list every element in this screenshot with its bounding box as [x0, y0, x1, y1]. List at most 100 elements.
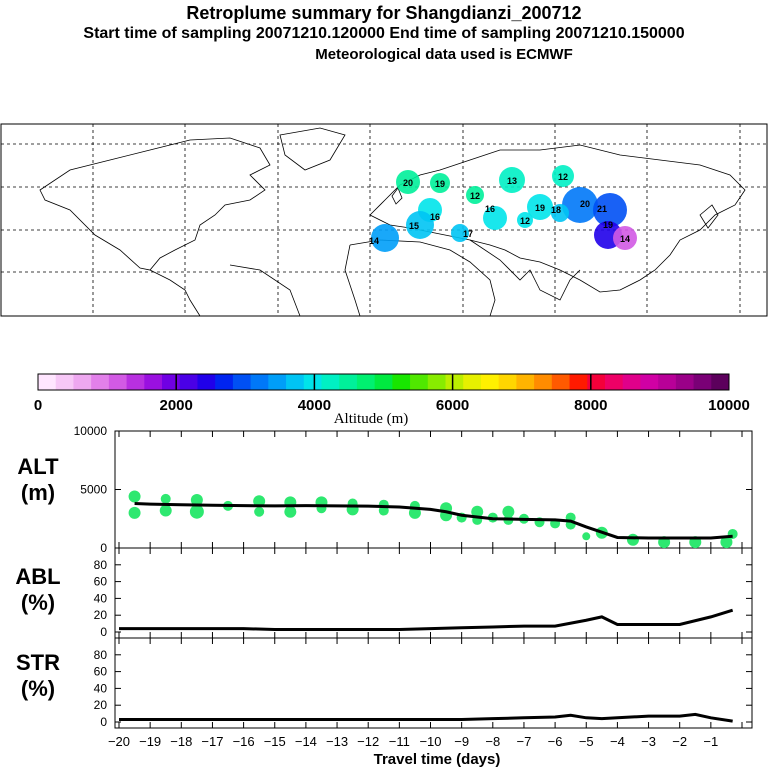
eurasia-coast: [369, 144, 746, 293]
colorbar-segment: [622, 374, 641, 390]
x-tick-label: −19: [139, 734, 161, 749]
plume-blob: [527, 194, 553, 220]
alt-mean-line: [134, 502, 733, 540]
plume-label: 19: [535, 203, 545, 213]
plume-blob: [499, 167, 525, 193]
colorbar-segment: [108, 374, 128, 390]
plume-label: 17: [463, 229, 473, 239]
colorbar-tick-label: 0: [34, 397, 42, 414]
plume-label: 21: [597, 204, 607, 214]
colorbar-segment: [162, 374, 181, 390]
abl-panel-unit: (%): [21, 590, 55, 615]
str-line: [119, 712, 733, 723]
plume-blob: [466, 186, 484, 204]
str-panel-unit: (%): [21, 676, 55, 701]
alt-panel-unit: (m): [21, 480, 55, 505]
x-tick-label: −7: [517, 734, 532, 749]
colorbar-segment: [463, 374, 482, 390]
colorbar-tick-label: 8000: [574, 397, 607, 414]
plume-blob: [430, 173, 450, 193]
colorbar-segment: [534, 374, 553, 390]
greenland-coast: [279, 127, 346, 171]
plume-blob: [451, 224, 469, 242]
colorbar-segment: [55, 374, 74, 390]
south-asia-coast: [469, 239, 581, 301]
plume-blob: [396, 170, 420, 194]
uk-coast: [391, 187, 403, 205]
colorbar-segment: [410, 374, 429, 390]
abl-line: [119, 608, 734, 631]
colorbar-border: [37, 373, 730, 391]
colorbar-segment: [374, 374, 393, 390]
colorbar-segment: [675, 374, 695, 390]
alt-scatter-point: [254, 506, 265, 517]
colorbar-segment: [356, 374, 376, 390]
abl-panel-label: ABL: [15, 564, 60, 589]
alt-scatter-point: [582, 532, 591, 541]
str-panel-label: STR: [16, 650, 60, 675]
str-y-tick-label: 40: [94, 681, 108, 695]
plume-blob: [483, 206, 507, 230]
alt-y-tick-label: 10000: [74, 424, 108, 438]
colorbar-segment: [711, 374, 730, 390]
alt-scatter-point: [128, 490, 141, 503]
plume-label: 19: [435, 179, 445, 189]
colorbar-segment: [587, 374, 606, 390]
alt-scatter-point: [720, 536, 733, 549]
plume-clusters: 20 19 13 12 12 16 15 14 17 16 19 20 21 19 14 18 12: [369, 165, 637, 252]
colorbar-segment: [498, 374, 517, 390]
x-tick-label: −11: [389, 734, 410, 749]
x-tick-label: −13: [326, 734, 348, 749]
plume-label: 12: [558, 172, 568, 182]
x-tick-label: −12: [357, 734, 379, 749]
x-tick-label: −9: [454, 734, 469, 749]
colorbar-tick-label: 4000: [298, 397, 331, 414]
time-series-panels: −20 −19 −18 −17 −16 −15 −14 −13 −12 −11 −10 −9 −8 −7−…: [74, 424, 753, 749]
alt-scatter-point: [128, 506, 141, 519]
plume-blob: [552, 165, 574, 187]
chart-title: Retroplume summary for Shangdianzi_20071…: [186, 3, 582, 23]
x-tick-label: −4: [610, 734, 625, 749]
colorbar-tick-label: 6000: [436, 397, 469, 414]
colorbar-segment: [427, 374, 447, 390]
x-tick-label: −8: [485, 734, 500, 749]
colorbar-segment: [480, 374, 500, 390]
colorbar-segment: [91, 374, 110, 390]
colorbar-segment: [232, 374, 252, 390]
alt-scatter-point: [284, 505, 297, 518]
west-africa-coast: [344, 244, 361, 317]
colorbar-segment: [658, 374, 677, 390]
plume-label: 19: [603, 220, 613, 230]
alt-y-ticks: 10000 5000 0: [74, 424, 752, 555]
x-tick-label: −16: [233, 734, 255, 749]
alt-scatter-point: [189, 504, 204, 519]
alt-scatter-point: [626, 533, 639, 546]
plume-label: 15: [409, 221, 419, 231]
colorbar-segment: [392, 374, 411, 390]
colorbar-segment: [179, 374, 198, 390]
x-tick-label: −15: [264, 734, 286, 749]
panels-frame: [114, 430, 753, 729]
plume-label: 14: [620, 234, 630, 244]
japan-coast: [699, 204, 719, 229]
x-axis-label: Travel time (days): [374, 751, 501, 768]
alt-scatter-point: [160, 493, 171, 504]
x-tick-label: −5: [579, 734, 594, 749]
colorbar-segment: [250, 374, 269, 390]
abl-y-tick-label: 60: [94, 575, 108, 589]
colorbar-segment: [144, 374, 163, 390]
x-tick-label: −1: [703, 734, 718, 749]
north-america-coast: [39, 137, 271, 271]
plume-blob: [613, 226, 637, 250]
colorbar-label: Altitude (m): [334, 411, 409, 427]
str-y-tick-label: 60: [94, 665, 108, 679]
alt-panel-label: ALT: [17, 454, 59, 479]
plume-label: 14: [369, 236, 379, 246]
x-tick-label: −3: [641, 734, 656, 749]
abl-y-ticks: 80 60 40 20 0: [94, 558, 752, 639]
x-tick-label: −18: [170, 734, 192, 749]
plume-label: 20: [580, 199, 590, 209]
plume-label: 20: [403, 178, 413, 188]
colorbar-segment: [551, 374, 571, 390]
